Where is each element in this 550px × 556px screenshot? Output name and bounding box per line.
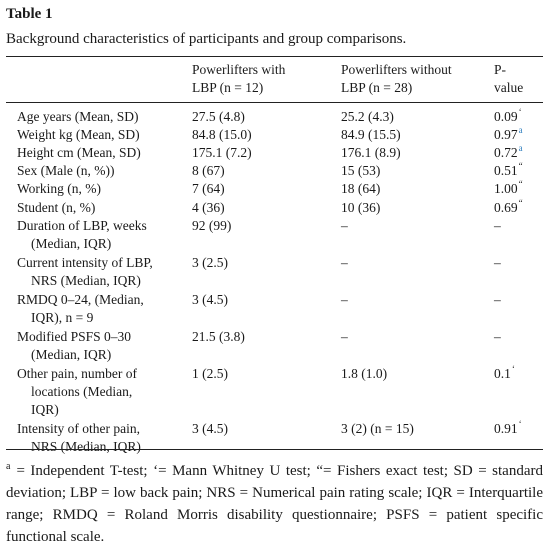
table-top-rule — [6, 56, 543, 57]
cell-with-lbp: 4 (36) — [192, 200, 225, 215]
cell-without-lbp: – — [341, 329, 348, 344]
row-label: Student (n, %) — [17, 200, 96, 215]
test-marker: ‘ — [511, 363, 515, 374]
cell-p-value: 0.91‘ — [494, 418, 522, 438]
cell-without-lbp: – — [341, 255, 348, 270]
header-p-value: P- value — [494, 62, 524, 95]
cell-with-lbp: 8 (67) — [192, 163, 225, 178]
cell-p-value: – — [494, 254, 501, 272]
row-label: Working (n, %) — [17, 181, 102, 196]
p-value-number: – — [494, 292, 501, 307]
table-caption: Background characteristics of participan… — [6, 31, 407, 47]
row-label: Age years (Mean, SD) — [17, 109, 139, 124]
row-label: Modified PSFS 0–30 (Median, IQR) — [17, 329, 132, 362]
p-value-number: 0.1 — [494, 366, 511, 381]
footnote-mark: a — [6, 461, 11, 472]
p-value-number: 0.09 — [494, 109, 518, 124]
cell-with-lbp: 3 (4.5) — [192, 421, 228, 436]
test-marker: a — [518, 142, 523, 153]
row-label: Sex (Male (n, %)) — [17, 163, 115, 178]
row-label: Intensity of other pain, NRS (Median, IQR… — [17, 421, 141, 454]
cell-without-lbp: 25.2 (4.3) — [341, 109, 394, 124]
cell-without-lbp: 10 (36) — [341, 200, 381, 215]
cell-p-value: 0.09‘ — [494, 106, 522, 126]
test-marker: a — [518, 124, 523, 135]
cell-with-lbp: 175.1 (7.2) — [192, 145, 252, 160]
footnote-text: = Independent T-test; ‘= Mann Whitney U … — [6, 463, 543, 545]
p-value-number: 0.72 — [494, 145, 518, 160]
p-value-number: 0.51 — [494, 163, 518, 178]
row-label: RMDQ 0–24, (Median, IQR), n = 9 — [17, 292, 144, 325]
cell-without-lbp: – — [341, 292, 348, 307]
cell-p-value: 0.97a — [494, 124, 523, 144]
p-value-number: 0.69 — [494, 200, 518, 215]
test-marker: “ — [518, 197, 523, 208]
cell-with-lbp: 1 (2.5) — [192, 366, 228, 381]
p-value-number: 0.91 — [494, 421, 518, 436]
p-value-number: – — [494, 218, 501, 233]
table-header-rule — [6, 102, 543, 103]
cell-without-lbp: 18 (64) — [341, 181, 381, 196]
row-label: Current intensity of LBP, NRS (Median, IQ… — [17, 255, 153, 288]
row-label: Duration of LBP, weeks (Median, IQR) — [17, 218, 147, 251]
test-marker: “ — [518, 160, 523, 171]
cell-without-lbp: 3 (2) (n = 15) — [341, 421, 414, 436]
row-label: Weight kg (Mean, SD) — [17, 127, 140, 142]
cell-with-lbp: 27.5 (4.8) — [192, 109, 245, 124]
cell-with-lbp: 21.5 (3.8) — [192, 329, 245, 344]
table-number: Table 1 — [6, 6, 53, 22]
cell-without-lbp: 1.8 (1.0) — [341, 366, 388, 381]
test-marker: ‘ — [518, 418, 522, 429]
cell-without-lbp: – — [341, 218, 348, 233]
header-with-lbp: Powerlifters with LBP (n = 12) — [192, 62, 286, 95]
table-footnote: a = Independent T-test; ‘= Mann Whitney U… — [6, 460, 543, 548]
row-label: Height cm (Mean, SD) — [17, 145, 141, 160]
cell-p-value: – — [494, 291, 501, 309]
cell-p-value: 1.00“ — [494, 178, 523, 198]
table-bottom-rule — [6, 449, 543, 450]
cell-with-lbp: 92 (99) — [192, 218, 232, 233]
cell-without-lbp: 84.9 (15.5) — [341, 127, 401, 142]
test-marker: “ — [518, 178, 523, 189]
cell-p-value: 0.69“ — [494, 197, 523, 217]
cell-with-lbp: 3 (2.5) — [192, 255, 228, 270]
cell-p-value: 0.51“ — [494, 160, 523, 180]
cell-p-value: 0.72a — [494, 142, 523, 162]
cell-with-lbp: 7 (64) — [192, 181, 225, 196]
cell-without-lbp: 176.1 (8.9) — [341, 145, 401, 160]
header-without-lbp: Powerlifters without LBP (n = 28) — [341, 62, 452, 95]
cell-with-lbp: 3 (4.5) — [192, 292, 228, 307]
p-value-number: – — [494, 329, 501, 344]
test-marker: ‘ — [518, 106, 522, 117]
cell-with-lbp: 84.8 (15.0) — [192, 127, 252, 142]
row-label: Other pain, number of locations (Median, I… — [17, 366, 137, 417]
p-value-number: 1.00 — [494, 181, 518, 196]
cell-p-value: 0.1‘ — [494, 363, 515, 383]
cell-p-value: – — [494, 217, 501, 235]
p-value-number: 0.97 — [494, 127, 518, 142]
cell-without-lbp: 15 (53) — [341, 163, 381, 178]
cell-p-value: – — [494, 328, 501, 346]
p-value-number: – — [494, 255, 501, 270]
